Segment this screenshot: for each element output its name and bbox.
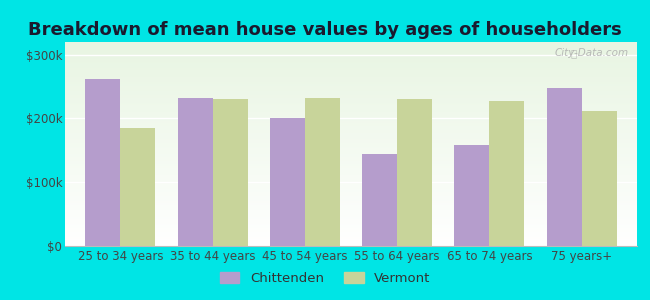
Bar bbox=[362, 154, 397, 246]
Text: City-Data.com: City-Data.com bbox=[554, 48, 629, 58]
Legend: Chittenden, Vermont: Chittenden, Vermont bbox=[214, 267, 436, 290]
Bar bbox=[582, 111, 617, 246]
Bar bbox=[120, 128, 155, 246]
Bar bbox=[397, 99, 432, 246]
Bar bbox=[305, 98, 340, 246]
Bar bbox=[270, 118, 305, 246]
Bar bbox=[489, 100, 525, 246]
Bar bbox=[454, 145, 489, 246]
Bar bbox=[177, 98, 213, 246]
Text: ⓘ: ⓘ bbox=[571, 48, 577, 58]
Text: Breakdown of mean house values by ages of householders: Breakdown of mean house values by ages o… bbox=[28, 21, 622, 39]
Bar bbox=[547, 88, 582, 246]
Bar bbox=[85, 79, 120, 246]
Bar bbox=[213, 99, 248, 246]
